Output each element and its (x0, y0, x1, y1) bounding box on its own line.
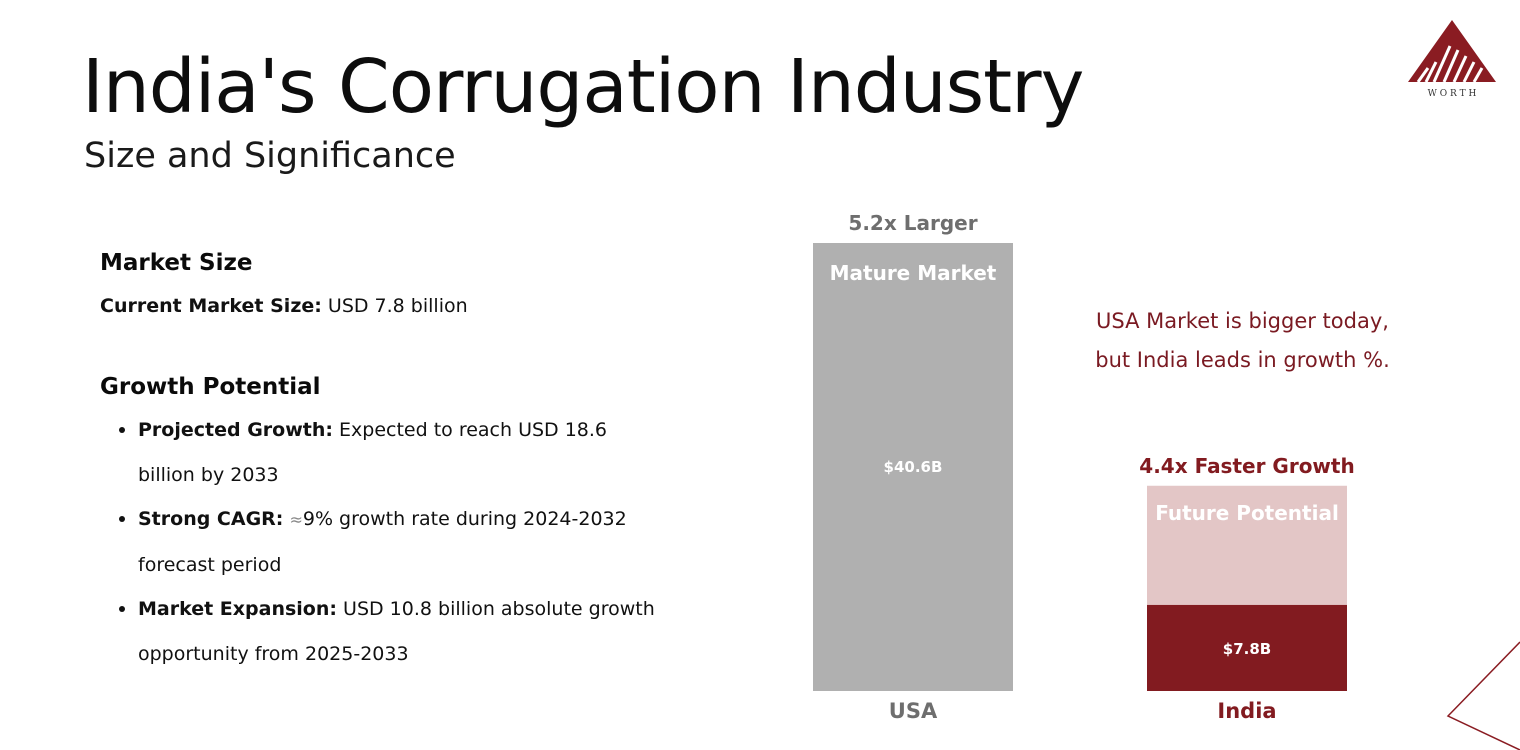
chart-note-line-1: USA Market is bigger today, (1096, 309, 1389, 333)
market-size-heading: Market Size (100, 250, 253, 276)
bullet-text: Expected to reach USD 18.6 billion by 20… (138, 419, 608, 486)
segment-label-mature-market: Mature Market (830, 261, 997, 285)
logo-text: W O R T H (1428, 89, 1477, 99)
current-market-size-value: USD 7.8 billion (321, 295, 468, 317)
chart-note-line-2: but India leads in growth %. (1095, 348, 1390, 372)
bar-india-current (1147, 604, 1347, 691)
corner-decoration (1446, 641, 1520, 750)
annotation-usa: 5.2x Larger (848, 211, 977, 235)
approx-icon: ≈ (289, 510, 303, 529)
page-title: India's Corrugation Industry (82, 44, 1084, 130)
left-panel: Market Size Current Market Size: USD 7.8… (100, 242, 660, 676)
bullet-text: 9% growth rate during 2024-2032 forecast… (138, 508, 627, 576)
list-item: Market Expansion: USD 10.8 billion absol… (119, 587, 660, 676)
bar-india-future (1147, 485, 1347, 605)
growth-potential-heading: Growth Potential (100, 374, 321, 400)
annotation-india: 4.4x Faster Growth (1139, 454, 1354, 478)
page-subtitle: Size and Significance (84, 136, 456, 176)
bullet-text: USD 10.8 billion absolute growth opportu… (138, 598, 655, 665)
growth-list: Projected Growth: Expected to reach USD … (100, 408, 660, 676)
bullet-label: Projected Growth: (138, 419, 333, 441)
bar-usa-current (813, 243, 1013, 691)
bullet-label: Strong CAGR: (138, 508, 284, 530)
chart-note: USA Market is bigger today, but India le… (1070, 302, 1415, 380)
bullet-label: Market Expansion: (138, 598, 337, 620)
tick-label-india: India (1217, 699, 1276, 723)
list-item: Strong CAGR: ≈9% growth rate during 2024… (119, 497, 660, 587)
worth-logo: W O R T H (1408, 20, 1496, 99)
current-market-size: Current Market Size: USD 7.8 billion (100, 284, 660, 328)
data-label-usa: $40.6B (884, 458, 943, 476)
logo-mountain-icon (1408, 20, 1496, 83)
current-market-size-label: Current Market Size: (100, 295, 322, 317)
list-item: Projected Growth: Expected to reach USD … (119, 408, 660, 497)
data-label-india: $7.8B (1223, 640, 1271, 658)
tick-label-usa: USA (889, 699, 938, 723)
segment-label-future-potential: Future Potential (1155, 501, 1339, 525)
